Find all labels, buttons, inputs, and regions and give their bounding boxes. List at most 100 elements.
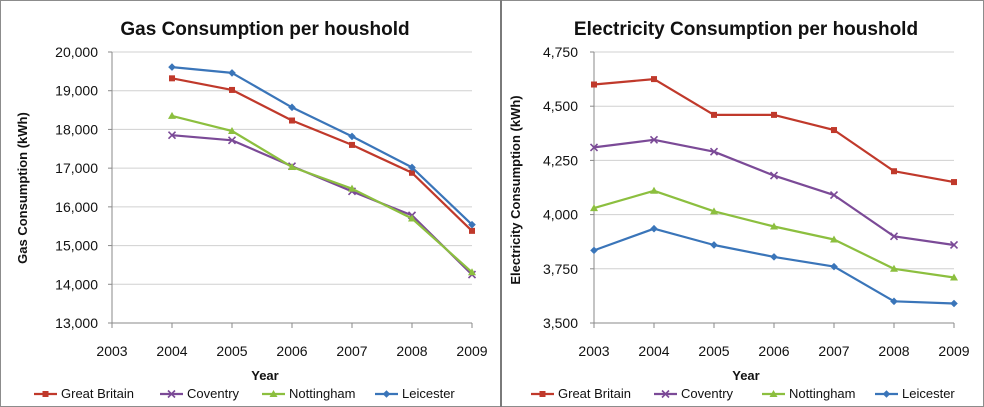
x-tick-label-1-0: 2003 [578, 343, 609, 359]
data-point-1-2-6 [950, 273, 958, 281]
data-point-1-1-6 [949, 240, 959, 250]
data-point-0-3-4 [348, 132, 356, 141]
data-point-0-0-4 [349, 141, 355, 148]
data-point-0-1-1 [167, 131, 177, 140]
x-tick-label-1-2: 2005 [698, 343, 729, 359]
legend-marker-1-1 [661, 389, 670, 399]
data-point-1-1-0 [589, 143, 599, 152]
legend-label-0-2: Nottingham [289, 386, 355, 401]
data-point-1-3-2 [710, 241, 718, 249]
y-tick-label-0-0: 13,000 [55, 315, 98, 331]
x-tick-label-1-1: 2004 [638, 343, 669, 359]
chart-title-0: Gas Consumption per houshold [120, 19, 409, 40]
data-point-0-3-6 [468, 220, 476, 229]
data-point-0-3-5 [408, 163, 416, 172]
data-point-1-3-5 [890, 297, 898, 306]
data-point-1-1-1 [649, 135, 659, 144]
y-tick-label-0-5: 18,000 [55, 121, 98, 137]
y-tick-label-1-0: 3,500 [543, 315, 578, 331]
data-point-1-3-6 [950, 299, 958, 308]
x-axis-title-1: Year [732, 368, 759, 383]
data-point-0-0-5 [409, 169, 415, 176]
legend-label-1-2: Nottingham [789, 386, 855, 401]
y-tick-label-1-5: 4,750 [543, 44, 578, 60]
legend-label-1-0: Great Britain [558, 386, 631, 401]
y-tick-label-0-6: 19,000 [55, 83, 98, 99]
data-point-0-0-2 [229, 86, 235, 93]
data-point-1-1-5 [889, 232, 899, 241]
x-tick-label-0-2: 2005 [216, 343, 247, 359]
legend-marker-0-1 [167, 389, 176, 399]
y-tick-label-0-2: 15,000 [55, 238, 98, 254]
data-point-0-2-3 [288, 162, 296, 170]
legend-marker-1-2 [769, 390, 778, 397]
data-point-0-1-2 [227, 136, 237, 145]
data-point-0-3-1 [168, 63, 176, 71]
data-point-0-0-1 [169, 75, 175, 82]
data-point-0-2-4 [348, 184, 356, 192]
data-point-0-3-3 [288, 103, 296, 112]
x-axis-title-0: Year [251, 368, 278, 383]
data-point-1-3-0 [590, 246, 598, 255]
y-tick-label-0-3: 16,000 [55, 199, 98, 215]
data-point-1-0-3 [771, 111, 777, 118]
legend-label-0-1: Coventry [187, 386, 240, 401]
series-line-0-3 [170, 66, 474, 226]
data-point-1-1-2 [709, 147, 719, 156]
data-point-1-0-4 [831, 127, 837, 134]
data-point-1-2-0 [590, 204, 598, 212]
y-tick-label-1-1: 3,750 [543, 261, 578, 277]
chart-title-1: Electricity Consumption per houshold [574, 19, 918, 40]
data-point-1-2-3 [770, 222, 778, 230]
data-point-1-3-4 [830, 262, 838, 271]
legend-marker-1-0 [539, 391, 546, 397]
data-point-0-2-2 [228, 126, 236, 134]
data-point-1-2-2 [710, 207, 718, 215]
x-tick-label-0-5: 2008 [396, 343, 427, 359]
data-point-1-0-5 [891, 168, 897, 175]
data-point-0-0-6 [469, 227, 475, 234]
legend-label-1-3: Leicester [902, 386, 955, 401]
data-point-1-0-0 [591, 81, 597, 88]
data-point-1-0-1 [651, 76, 657, 83]
legend-marker-0-2 [269, 390, 278, 397]
legend-label-1-1: Coventry [681, 386, 734, 401]
y-tick-label-0-4: 17,000 [55, 160, 98, 176]
data-point-1-1-4 [829, 191, 839, 200]
data-point-1-3-3 [770, 253, 778, 261]
x-tick-label-1-6: 2009 [938, 343, 969, 359]
data-point-1-0-6 [951, 179, 957, 186]
data-point-0-2-6 [468, 268, 476, 276]
legend-marker-0-3 [382, 390, 391, 398]
data-point-1-2-5 [890, 264, 898, 272]
legend-marker-0-0 [42, 391, 49, 397]
x-tick-label-0-3: 2006 [276, 343, 307, 359]
data-point-0-0-3 [289, 117, 295, 124]
series-line-0-0 [170, 77, 474, 232]
x-tick-label-1-3: 2006 [758, 343, 789, 359]
y-axis-title-0: Gas Consumption (kWh) [15, 112, 30, 264]
x-tick-label-0-6: 2009 [456, 343, 487, 359]
data-point-1-3-1 [650, 224, 658, 233]
x-tick-label-0-0: 2003 [96, 343, 127, 359]
x-tick-label-1-4: 2007 [818, 343, 849, 359]
x-tick-label-0-1: 2004 [156, 343, 187, 359]
x-tick-label-1-5: 2008 [878, 343, 909, 359]
legend-label-0-3: Leicester [402, 386, 455, 401]
y-tick-label-1-2: 4,000 [543, 207, 578, 223]
y-axis-title-1: Electricity Consumption (kWh) [508, 95, 523, 284]
y-tick-label-1-4: 4,500 [543, 98, 578, 114]
x-tick-label-0-4: 2007 [336, 343, 367, 359]
data-point-1-2-4 [830, 235, 838, 243]
y-tick-label-1-3: 4,250 [543, 152, 578, 168]
legend-marker-1-3 [882, 390, 891, 398]
data-point-1-0-2 [711, 111, 717, 118]
data-point-0-2-5 [408, 214, 416, 222]
data-point-1-1-3 [769, 171, 779, 180]
series-line-0-2 [170, 114, 474, 274]
data-point-0-3-2 [228, 69, 236, 77]
y-tick-label-0-7: 20,000 [55, 44, 98, 60]
